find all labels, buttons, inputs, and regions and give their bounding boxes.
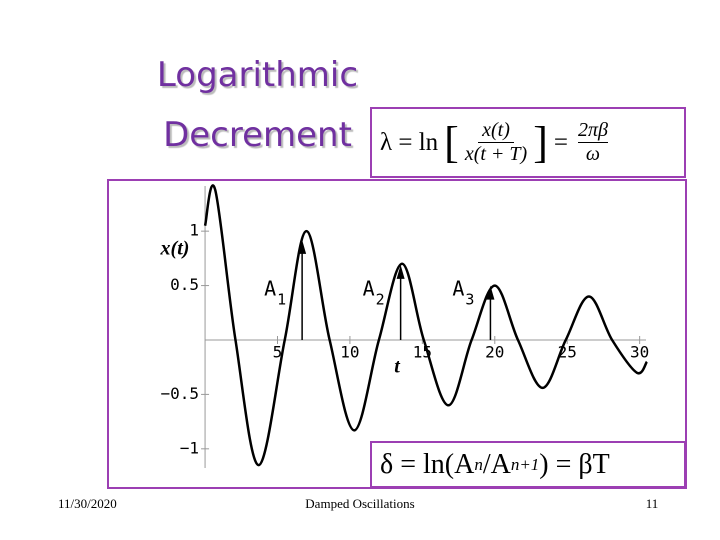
- arrow-head: [298, 239, 307, 254]
- numerator: x(t): [478, 119, 514, 143]
- x-tick-label: 10: [340, 342, 359, 361]
- numerator: 2πβ: [577, 119, 608, 141]
- arrow-head: [396, 264, 405, 279]
- lambda-formula: λ = ln [ x(t) x(t + T) ] = 2πβ ω: [372, 109, 684, 176]
- amplitude-sub: 2: [376, 290, 385, 308]
- x-tick-label: 20: [485, 342, 504, 361]
- amplitude-sub: 1: [277, 290, 286, 308]
- denominator: ω: [577, 142, 609, 166]
- fraction: 2πβ ω: [574, 119, 612, 166]
- amplitude-sub: 3: [465, 290, 474, 308]
- formula-box: λ = ln [ x(t) x(t + T) ] = 2πβ ω: [370, 107, 686, 178]
- formula-text: ) = βT: [539, 448, 610, 480]
- subscript: n+1: [510, 454, 540, 474]
- bracket: [: [444, 118, 459, 167]
- title-line: Logarithmic: [156, 55, 359, 95]
- amplitude-label: A: [363, 276, 375, 300]
- formula-box: δ = ln(A n/A n+1) = βT: [370, 441, 686, 488]
- curve: [203, 184, 648, 467]
- plot-frame: [107, 179, 687, 489]
- subscript: n: [474, 454, 483, 474]
- y-axis-label: x(t): [160, 238, 190, 260]
- x-tick-label: 30: [630, 342, 649, 361]
- y-tick-label: −1: [180, 438, 199, 457]
- fraction: x(t) x(t + T): [465, 119, 527, 166]
- x-axis-label: t: [394, 356, 401, 378]
- amplitude-label: A: [452, 276, 464, 300]
- footer-page: 11: [645, 496, 659, 511]
- footer-date: 11/30/2020: [58, 496, 117, 511]
- y-tick-label: −0.5: [161, 384, 200, 403]
- amplitude-label: A: [264, 276, 276, 300]
- formula-text: =: [553, 128, 568, 156]
- delta-formula: δ = ln(A n/A n+1) = βT: [372, 443, 684, 486]
- arrow-head: [486, 285, 495, 300]
- x-tick-label: 5: [273, 342, 283, 361]
- title-line: Decrement: [163, 115, 352, 155]
- formula-text: δ = ln(A: [380, 448, 475, 480]
- y-tick-label: 1: [189, 221, 199, 240]
- denominator: x(t + T): [464, 143, 528, 165]
- formula-text: λ = ln: [380, 128, 439, 156]
- bracket: ]: [533, 118, 548, 167]
- footer-title: Damped Oscillations: [305, 496, 415, 511]
- y-tick-label: 0.5: [170, 275, 199, 294]
- formula-text: /A: [482, 448, 511, 480]
